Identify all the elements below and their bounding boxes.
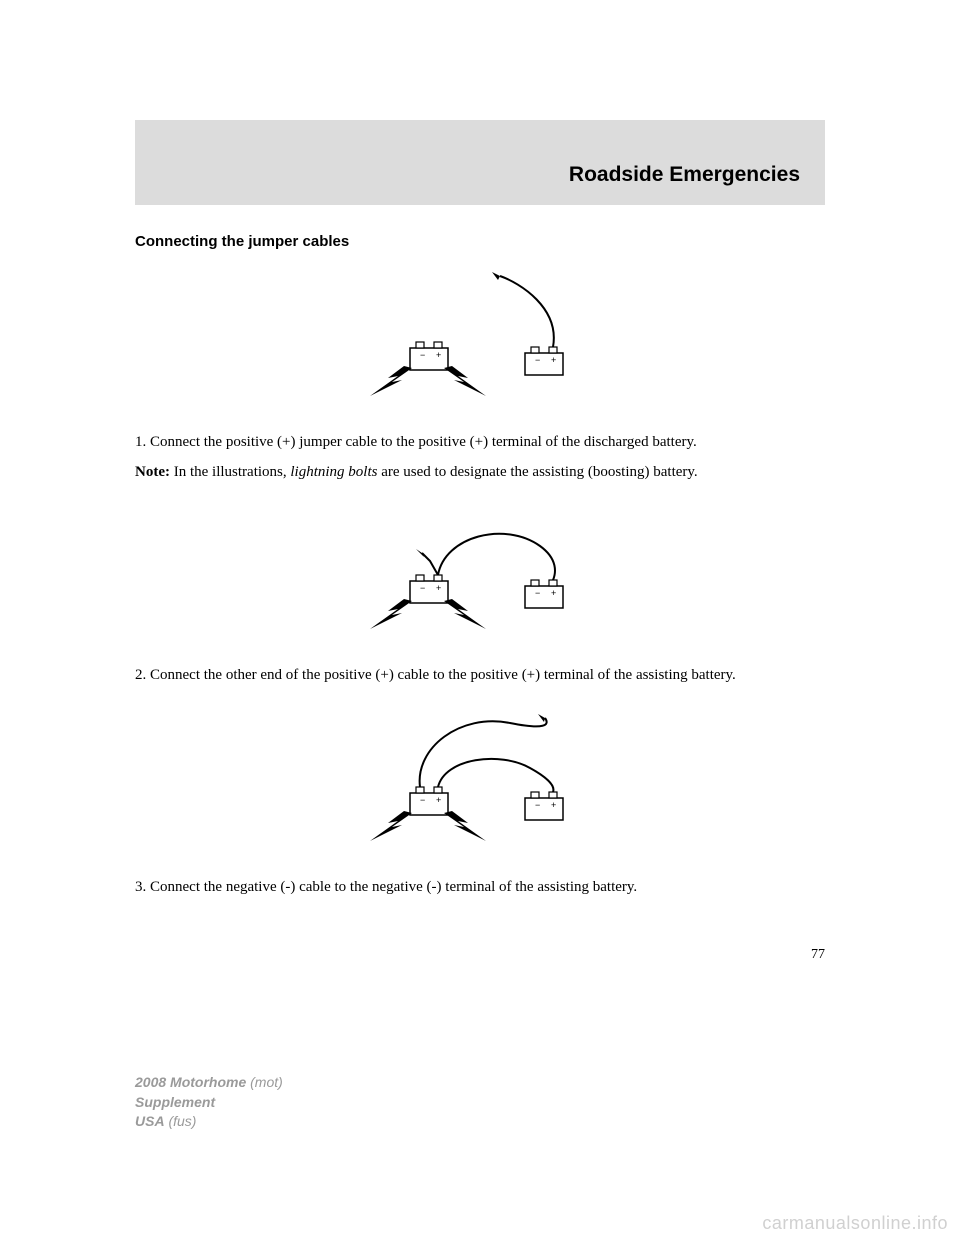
svg-text:+: + (436, 583, 441, 593)
footer-line1-bold: 2008 Motorhome (135, 1074, 246, 1090)
page-number: 77 (135, 947, 825, 963)
step-2: 2. Connect the other end of the positive… (135, 665, 825, 685)
svg-text:+: + (551, 800, 556, 810)
note-label: Note: (135, 464, 170, 480)
note-italic: lightning bolts (290, 464, 377, 480)
footer-line2: Supplement (135, 1093, 283, 1113)
svg-text:−: − (535, 355, 540, 365)
svg-text:+: + (436, 795, 441, 805)
step-3: 3. Connect the negative (-) cable to the… (135, 877, 825, 897)
subheading: Connecting the jumper cables (135, 233, 825, 250)
header-bar: Roadside Emergencies (135, 120, 825, 205)
svg-text:−: − (535, 800, 540, 810)
footer: 2008 Motorhome (mot) Supplement USA (fus… (135, 1073, 283, 1132)
svg-text:−: − (420, 583, 425, 593)
svg-text:−: − (420, 795, 425, 805)
svg-text:−: − (420, 350, 425, 360)
watermark: carmanualsonline.info (762, 1213, 948, 1234)
step-1: 1. Connect the positive (+) jumper cable… (135, 432, 825, 452)
figure-3: − + − + (135, 703, 825, 853)
footer-line3-rest: (fus) (165, 1113, 197, 1129)
svg-text:+: + (551, 355, 556, 365)
svg-text:−: − (535, 588, 540, 598)
svg-text:+: + (436, 350, 441, 360)
figure-1: − + − + (135, 268, 825, 408)
footer-line1-rest: (mot) (246, 1074, 283, 1090)
note-after: are used to designate the assisting (boo… (377, 464, 697, 480)
svg-text:+: + (551, 588, 556, 598)
note-before: In the illustrations, (170, 464, 290, 480)
header-title: Roadside Emergencies (569, 163, 800, 187)
figure-2: − + − + (135, 501, 825, 641)
footer-line3-bold: USA (135, 1113, 165, 1129)
note: Note: In the illustrations, lightning bo… (135, 462, 825, 482)
